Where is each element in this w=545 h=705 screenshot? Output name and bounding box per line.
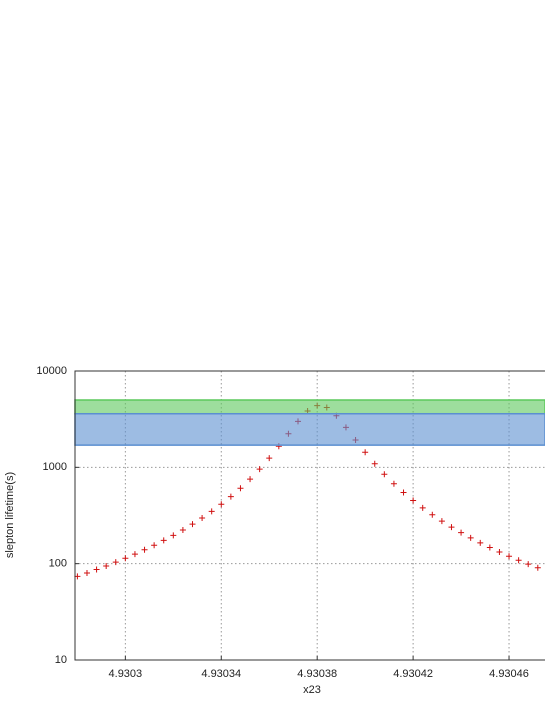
data-point (438, 518, 445, 525)
data-point (477, 539, 484, 546)
data-point (83, 570, 90, 577)
x-axis-label: x23 (303, 684, 321, 696)
x-tick-label: 4.93038 (297, 668, 337, 680)
data-point (496, 548, 503, 555)
data-point (467, 534, 474, 541)
y-tick-label: 100 (49, 558, 67, 570)
y-tick-label: 10 (55, 654, 67, 666)
data-point (93, 566, 100, 573)
data-point (381, 471, 388, 478)
data-point (247, 476, 254, 483)
data-point (390, 480, 397, 487)
data-point (429, 511, 436, 518)
data-point (400, 489, 407, 496)
data-point (237, 485, 244, 492)
data-point (179, 526, 186, 533)
band (74, 412, 545, 446)
data-point (170, 532, 177, 539)
data-point (525, 561, 532, 568)
y-axis-label: slepton lifetime(s) (4, 472, 16, 558)
x-tick-label: 4.93042 (393, 668, 433, 680)
data-point (160, 537, 167, 544)
data-point (362, 449, 369, 456)
data-point (506, 553, 513, 560)
band (74, 399, 545, 415)
x-tick-label: 4.93034 (201, 668, 241, 680)
data-point (410, 497, 417, 504)
y-tick-label: 10000 (36, 365, 67, 377)
data-point (122, 555, 129, 562)
data-point (103, 562, 110, 569)
data-point (266, 455, 273, 462)
data-point (486, 544, 493, 551)
data-point (448, 524, 455, 531)
data-point (112, 559, 119, 566)
data-point (151, 542, 158, 549)
data-point (131, 551, 138, 558)
y-tick-label: 1000 (43, 461, 67, 473)
data-point (141, 546, 148, 553)
x-tick-label: 4.9303 (109, 668, 143, 680)
data-point (227, 493, 234, 500)
data-point (208, 508, 215, 515)
data-point (256, 466, 263, 473)
data-point (371, 460, 378, 467)
data-point (515, 557, 522, 564)
data-point (199, 515, 206, 522)
x-tick-label: 4.93046 (489, 668, 529, 680)
data-point (419, 504, 426, 511)
data-point (189, 521, 196, 528)
data-point (458, 529, 465, 536)
plot-frame (74, 370, 545, 661)
data-point (534, 564, 541, 571)
data-point (218, 501, 225, 508)
